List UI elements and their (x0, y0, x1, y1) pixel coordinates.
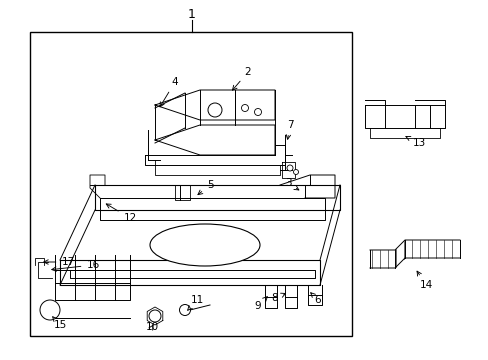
Circle shape (286, 165, 292, 171)
Text: 14: 14 (416, 271, 432, 290)
Text: 11: 11 (187, 295, 203, 310)
Text: 10: 10 (145, 322, 158, 332)
Text: 6: 6 (310, 293, 321, 305)
Text: 1: 1 (188, 8, 196, 21)
Circle shape (293, 170, 298, 175)
Text: 17: 17 (44, 257, 75, 267)
Text: 3: 3 (284, 178, 298, 190)
Circle shape (149, 310, 161, 322)
Text: 9: 9 (254, 297, 267, 311)
Circle shape (241, 104, 248, 112)
Text: 8: 8 (271, 293, 285, 303)
Text: 15: 15 (53, 317, 66, 330)
Circle shape (40, 300, 60, 320)
Text: 13: 13 (405, 136, 425, 148)
Text: 16: 16 (52, 260, 100, 271)
Text: 5: 5 (198, 180, 213, 195)
Text: 12: 12 (106, 204, 136, 223)
Bar (30, 32, 351, 336)
Text: 7: 7 (285, 120, 293, 139)
Circle shape (254, 108, 261, 116)
Text: 2: 2 (232, 67, 251, 90)
Text: 4: 4 (160, 77, 178, 107)
Circle shape (207, 103, 222, 117)
Circle shape (179, 305, 190, 315)
Ellipse shape (150, 224, 260, 266)
